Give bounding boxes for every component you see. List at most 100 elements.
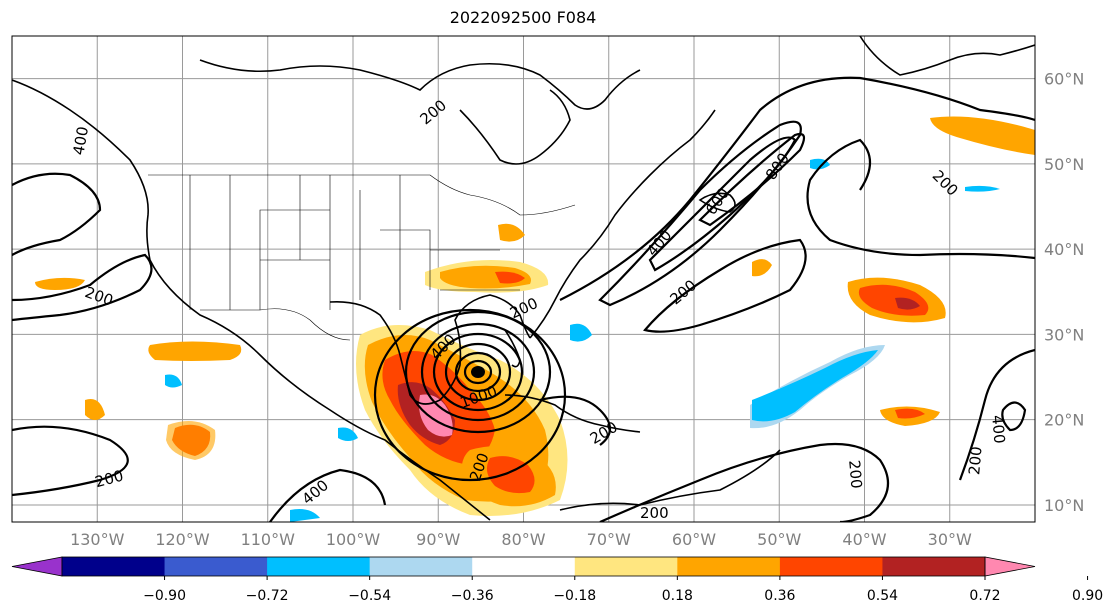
hurricane-ring-6 — [463, 359, 493, 385]
lat-tick-label: 50°N — [1044, 155, 1084, 174]
latitude-tick-labels: 60°N 50°N 40°N 30°N 20°N 10°N — [1044, 70, 1084, 515]
coast-south-america — [559, 449, 781, 511]
colorbar-tick-label: −0.18 — [553, 588, 596, 604]
lat-tick-label: 40°N — [1044, 240, 1084, 259]
contour-label-200-g: 200 — [845, 459, 865, 489]
coast-gulf — [329, 294, 531, 405]
shading-south-blue — [290, 509, 320, 522]
contour-200-south-pacific — [12, 425, 129, 497]
coast-hudson — [459, 89, 571, 165]
shading-se-us-red — [495, 271, 525, 284]
colorbar-frame — [61, 556, 986, 577]
contour-label-200-f: 200 — [965, 446, 985, 476]
coast-cuba — [504, 394, 641, 433]
contour-200-mid-atlantic — [643, 238, 807, 333]
border-us-canada — [148, 174, 576, 216]
contour-400-far-east — [1001, 401, 1027, 432]
colorbar-segment — [369, 557, 473, 576]
colorbar-tick-label: 0.90 — [1072, 588, 1103, 604]
contour-400-south-pacific — [269, 468, 387, 522]
lon-tick-label: 110°W — [241, 530, 296, 549]
lon-tick-label: 70°W — [587, 530, 631, 549]
coast-canada-north — [199, 59, 641, 110]
shading-pacific-blue — [165, 374, 182, 388]
colorbar-tick-label: −0.90 — [143, 588, 186, 604]
colorbar-segment — [62, 557, 166, 576]
shading-pacific-3 — [35, 277, 85, 290]
shading-greatlakes — [498, 223, 525, 242]
lon-tick-label: 90°W — [416, 530, 460, 549]
hurricane-eye — [471, 366, 485, 378]
hurricane-ring-1 — [404, 310, 552, 434]
contour-800 — [698, 132, 806, 227]
lon-tick-label: 60°W — [672, 530, 716, 549]
lat-tick-label: 10°N — [1044, 496, 1084, 515]
hurricane-ring-3 — [432, 332, 524, 412]
contour-200-east-atlantic — [806, 138, 1035, 260]
lon-tick-label: 40°W — [842, 530, 886, 549]
lon-tick-label: 30°W — [928, 530, 972, 549]
shading-pacific-2 — [85, 399, 105, 420]
colorbar-extend-low — [11, 556, 63, 577]
contour-200-pacific-mid — [12, 253, 153, 322]
shading-bahamas-blue — [570, 323, 592, 342]
colorbar-segment — [267, 557, 371, 576]
lat-tick-label: 20°N — [1044, 411, 1084, 430]
border-us-mexico — [200, 308, 351, 341]
shading-atlantic-ne-blue2 — [965, 185, 1000, 192]
contour-200-far-east — [958, 348, 1035, 481]
coast-greenland — [859, 36, 1035, 76]
contour-label-400-d: 400 — [69, 125, 92, 156]
contour-400-north-atlantic — [598, 120, 802, 307]
colorbar-tick-label: 0.72 — [969, 588, 1000, 604]
shading-atlantic-mid — [752, 259, 772, 277]
lon-tick-label: 80°W — [501, 530, 545, 549]
shaded-field-negative — [165, 158, 1000, 522]
shading-atlantic-northeast — [930, 116, 1035, 155]
contour-200-north-atlantic — [559, 76, 1035, 301]
hurricane-ring-4 — [444, 342, 512, 402]
shading-pacific-1-outer — [166, 421, 216, 460]
colorbar-tick-label: 0.54 — [867, 588, 898, 604]
contour-200-caribbean — [539, 395, 612, 446]
borders-states-west — [189, 175, 520, 310]
state-borders — [148, 174, 576, 341]
lat-tick-label: 30°N — [1044, 325, 1084, 344]
lon-tick-label: 120°W — [155, 530, 210, 549]
longitude-tick-labels: 130°W 120°W 110°W 100°W 90°W 80°W 70°W 60°W 50°W… — [70, 530, 972, 549]
shading-atlantic-east-dark — [895, 297, 920, 310]
colorbar-tick-labels: −0.90 −0.72 −0.54 −0.36 −0.18 0.18 0.36 0.54 0.7… — [143, 576, 1103, 604]
contour-label-200-h: 200 — [640, 504, 669, 522]
shading-mexico-west — [148, 341, 242, 361]
hurricane-ring-5 — [454, 351, 502, 393]
colorbar — [11, 556, 1036, 577]
colorbar-segment — [779, 557, 883, 576]
shading-yucatan-blue — [338, 427, 358, 441]
contour-label-400-c: 400 — [988, 414, 1008, 444]
lon-tick-label: 50°W — [757, 530, 801, 549]
shading-atlantic-blue-dark — [752, 350, 878, 422]
contour-600 — [648, 136, 797, 272]
colorbar-tick-label: −0.36 — [451, 588, 494, 604]
colorbar-segment — [677, 557, 781, 576]
colorbar-tick-label: 0.36 — [764, 588, 795, 604]
map-title: 2022092500 F084 — [449, 8, 597, 27]
colorbar-segment — [164, 557, 268, 576]
lat-tick-label: 60°N — [1044, 70, 1084, 89]
lon-tick-label: 100°W — [326, 530, 381, 549]
colorbar-segment — [882, 557, 986, 576]
colorbar-tick-label: 0.18 — [662, 588, 693, 604]
map-frame — [11, 35, 1036, 523]
coast-east-us — [529, 109, 716, 339]
shaded-field-positive — [35, 116, 1035, 516]
contour-200-west-pacific — [12, 172, 102, 256]
hurricane-ring-outer — [373, 308, 567, 482]
height-contours — [12, 76, 1035, 522]
colorbar-segment — [574, 557, 678, 576]
shading-atlantic-south-red — [895, 408, 925, 419]
colorbar-tick-label: −0.54 — [348, 588, 391, 604]
colorbar-tick-label: −0.72 — [246, 588, 289, 604]
hurricane-ring-2 — [420, 322, 536, 422]
colorbar-extend-high — [984, 556, 1036, 577]
